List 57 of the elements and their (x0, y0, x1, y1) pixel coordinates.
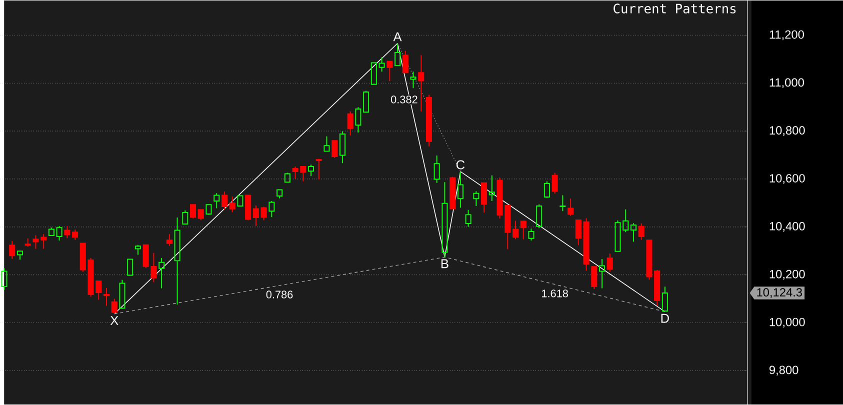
candlestick (520, 220, 526, 240)
candlestick (583, 218, 590, 272)
candlestick (158, 258, 165, 289)
candlestick (339, 130, 346, 164)
candlestick (316, 159, 322, 180)
y-tick-label: 10,200 (770, 270, 805, 280)
candlestick (646, 240, 652, 280)
y-tick-label: 10,600 (770, 174, 805, 184)
y-tick-label: 10,400 (770, 222, 805, 232)
annotation: B (441, 259, 448, 268)
annotation: X (110, 316, 118, 325)
annotation: D (661, 314, 669, 323)
chart-title: Current Patterns (614, 4, 736, 14)
candlestick (434, 155, 440, 184)
candlestick (418, 54, 424, 112)
candlestick (252, 204, 259, 226)
candlestick (32, 234, 39, 250)
candlestick (568, 198, 574, 216)
candlestick (347, 110, 354, 136)
candlestick (394, 42, 401, 66)
candlestick (229, 196, 236, 213)
y-tick-label: 10,000 (770, 318, 805, 328)
text: 10,124.3 (757, 288, 802, 298)
candlestick (221, 190, 228, 210)
annotation: A (393, 32, 402, 42)
candlestick (410, 71, 416, 89)
candlestick (355, 106, 362, 134)
candlestick (324, 136, 330, 152)
candlestick (630, 222, 636, 242)
candlestick (481, 182, 488, 214)
candlestick (64, 226, 70, 239)
candlestick (386, 60, 393, 82)
candlestick (174, 217, 180, 306)
candlestick (378, 56, 385, 72)
candlestick (24, 238, 31, 248)
annotation: 0.786 (266, 290, 293, 298)
candlestick (560, 194, 566, 212)
candlestick (103, 288, 110, 306)
candlestick (488, 174, 495, 202)
candlestick (16, 250, 23, 260)
candlestick (575, 219, 582, 246)
candlestick (442, 182, 448, 258)
y-tick-label: 10,800 (770, 126, 805, 136)
candlestick (473, 190, 480, 207)
candlestick (512, 220, 519, 240)
candlestick (214, 192, 220, 209)
candlestick (599, 258, 606, 289)
annotation: 0.382 (390, 96, 418, 104)
candlestick (166, 234, 172, 246)
candlestick (457, 171, 464, 208)
candlestick (9, 240, 16, 260)
y-tick-label: 11,200 (770, 30, 804, 40)
candlestick (40, 234, 47, 250)
y-tick-label: 11,000 (770, 78, 804, 88)
y-tick-label: 9,800 (770, 366, 798, 376)
annotation: C (456, 160, 465, 170)
annotation: 1.618 (542, 290, 568, 298)
